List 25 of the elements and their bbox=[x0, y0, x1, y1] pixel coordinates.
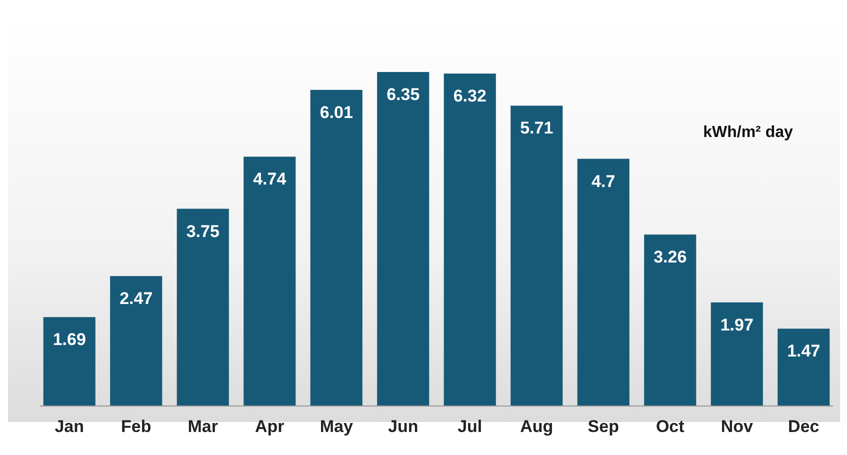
x-tick-label: Jan bbox=[54, 417, 84, 436]
data-label: 6.01 bbox=[320, 102, 353, 122]
x-tick-label: Oct bbox=[656, 417, 685, 436]
data-label: 1.69 bbox=[52, 330, 86, 350]
annotation: kWh/m² day bbox=[703, 124, 793, 141]
data-label: 6.32 bbox=[453, 86, 486, 106]
data-label: 1.47 bbox=[787, 342, 820, 361]
data-label: 2.47 bbox=[120, 289, 153, 308]
x-tick-label: May bbox=[320, 417, 354, 436]
data-label: 3.75 bbox=[186, 222, 220, 241]
x-tick-label: Aug bbox=[520, 417, 554, 436]
x-tick-label: Sep bbox=[588, 417, 619, 436]
x-tick-label: Apr bbox=[254, 417, 285, 436]
x-tick-label: Dec bbox=[788, 417, 820, 436]
x-tick-label: Jul bbox=[458, 417, 482, 436]
x-tick-label: Nov bbox=[720, 417, 754, 436]
data-label: 4.74 bbox=[253, 170, 287, 189]
data-label: 1.97 bbox=[720, 315, 754, 334]
x-tick-label: Jun bbox=[388, 417, 418, 436]
data-label: 5.71 bbox=[520, 118, 554, 138]
x-tick-label: Feb bbox=[121, 417, 152, 436]
data-label: 6.35 bbox=[386, 85, 420, 104]
x-tick-label: Mar bbox=[188, 417, 218, 436]
data-label: 3.26 bbox=[654, 248, 687, 267]
data-label: 4.7 bbox=[592, 172, 616, 191]
